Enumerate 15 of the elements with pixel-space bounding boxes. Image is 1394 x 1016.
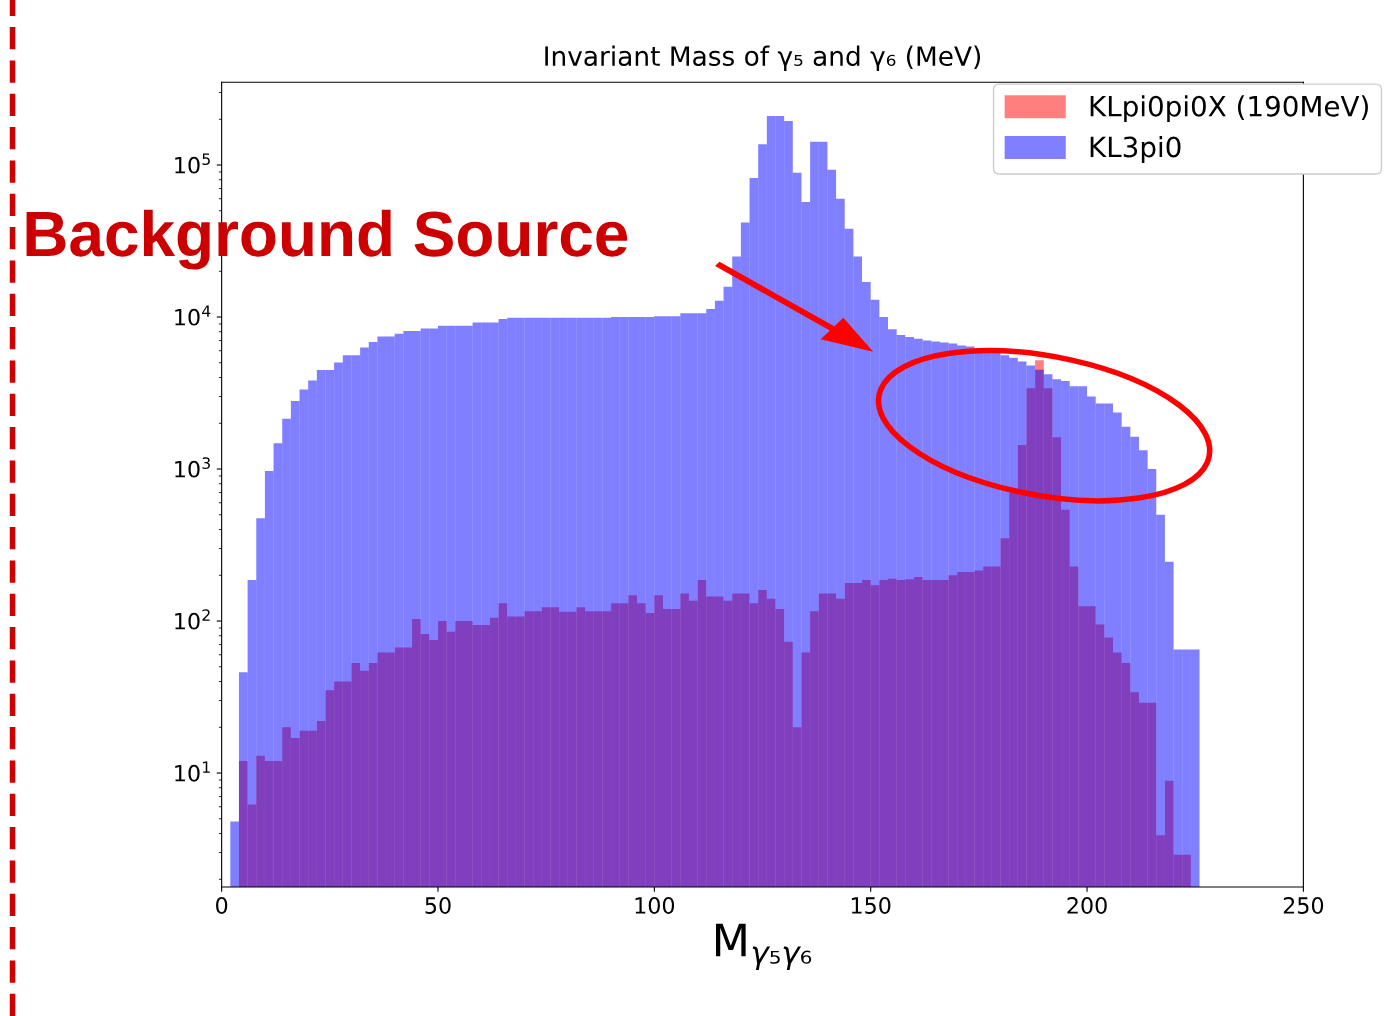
- chart-title: Invariant Mass of γ₅ and γ₆ (MeV): [545, 45, 981, 72]
- legend-label: KLpi0pi0X (190MeV): [1090, 95, 1368, 123]
- x-tick-label: 200: [1067, 897, 1107, 914]
- x-tick-label: 100: [635, 897, 675, 914]
- y-tick-label: 10$^{3}$: [175, 457, 210, 478]
- y-tick-label: 10$^{5}$: [175, 153, 210, 174]
- y-tick-label: 10$^{4}$: [175, 305, 211, 326]
- y-tick-label: 10$^{2}$: [175, 609, 210, 630]
- x-tick-label: 0: [216, 897, 228, 914]
- x-axis-title: M$_{γ₅γ₆}$: [715, 923, 812, 970]
- legend-label: KL3pi0: [1090, 136, 1181, 163]
- x-tick-label: 250: [1283, 897, 1324, 914]
- x-tick-label: 50: [425, 897, 451, 914]
- y-tick-label: 10$^{1}$: [175, 761, 210, 782]
- x-tick-label: 150: [851, 897, 891, 914]
